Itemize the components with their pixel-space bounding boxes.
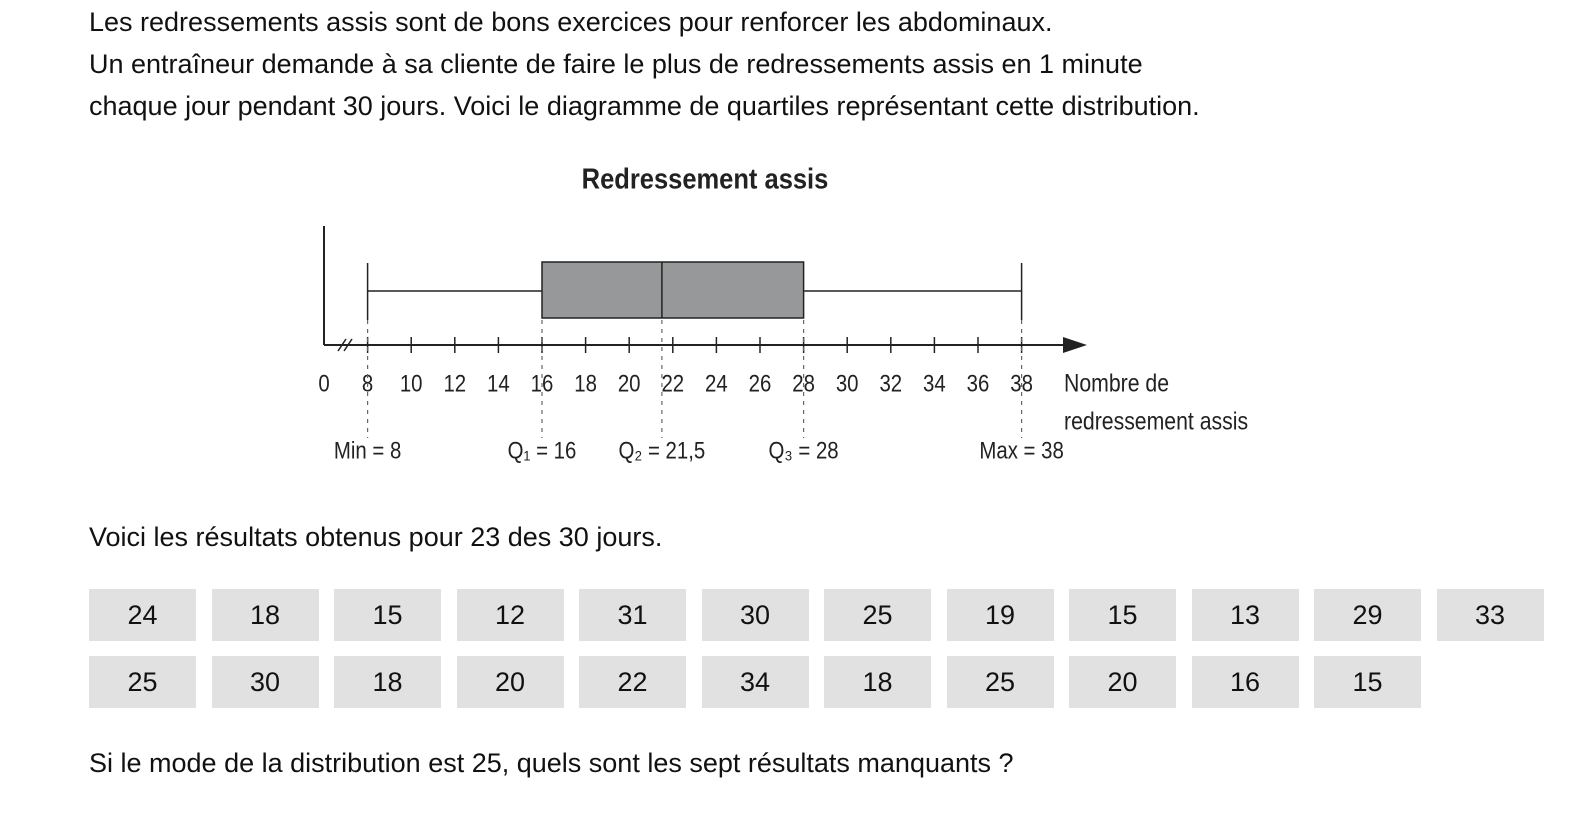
table-cell: 30 (211, 656, 319, 708)
quartile-label: Q₃ = 28 (769, 437, 839, 464)
table-cell: 12 (456, 589, 564, 641)
table-cell: 20 (1069, 656, 1176, 708)
x-tick-label: 32 (879, 370, 902, 397)
intro-line: Un entraîneur demande à sa cliente de fa… (89, 49, 1143, 79)
table-cell: 18 (824, 656, 931, 708)
axis-break (337, 338, 347, 352)
x-tick-label: 24 (705, 370, 728, 397)
quartile-label: Q₂ = 21,5 (619, 437, 706, 464)
quartile-label: Min = 8 (334, 437, 401, 464)
chart-title: Redressement assis (582, 162, 829, 195)
x-tick-label: 20 (618, 370, 641, 397)
table-cell: 30 (701, 589, 809, 641)
table-cell: 34 (701, 656, 809, 708)
quartile-label: Max = 38 (979, 437, 1063, 464)
x-tick-label: 10 (400, 370, 423, 397)
x-tick-label: 14 (487, 370, 510, 397)
intro-line: Les redressements assis sont de bons exe… (89, 7, 1053, 37)
table-cell: 24 (89, 589, 196, 641)
intro: Les redressements assis sont de bons exe… (89, 1, 1200, 127)
table-cell: 16 (1191, 656, 1299, 708)
table-cell: 20 (456, 656, 564, 708)
x-axis-label: redressement assis (1064, 407, 1248, 435)
x-tick-label: 34 (923, 370, 946, 397)
results-intro: Voici les résultats obtenus pour 23 des … (89, 522, 663, 552)
x-tick-label: 30 (836, 370, 859, 397)
axis-break (343, 338, 353, 352)
table-cell: 18 (334, 656, 441, 708)
x-tick-label: 12 (443, 370, 466, 397)
table-cell: 15 (1314, 656, 1421, 708)
axis-arrow (1063, 337, 1087, 353)
table-cell: 25 (89, 656, 196, 708)
intro-line: chaque jour pendant 30 jours. Voici le d… (89, 91, 1200, 121)
table-cell: 15 (334, 589, 441, 641)
box (541, 261, 805, 319)
x-tick-label: 22 (661, 370, 684, 397)
table-cell: 25 (946, 656, 1054, 708)
question: Si le mode de la distribution est 25, qu… (89, 748, 1014, 778)
table-cell: 29 (1314, 589, 1421, 641)
table-cell: 18 (211, 589, 319, 641)
quartile-label: Q₁ = 16 (508, 437, 577, 464)
table-cell: 33 (1436, 589, 1544, 641)
x-tick-label: 26 (749, 370, 772, 397)
table-cell: 22 (579, 656, 686, 708)
x-tick-label: 36 (967, 370, 990, 397)
x-axis-label: Nombre de (1064, 369, 1169, 397)
box-plot: Redressement assis 0 8 10 12 14 16 18 20 22 24 26 2… (318, 162, 1248, 464)
table-cell: 13 (1191, 589, 1299, 641)
table-cell: 19 (946, 589, 1054, 641)
table-cell: 25 (824, 589, 931, 641)
table-cell: 15 (1069, 589, 1176, 641)
x-tick-label: 0 (318, 370, 329, 397)
table-cell: 31 (579, 589, 686, 641)
x-tick-label: 18 (574, 370, 597, 397)
